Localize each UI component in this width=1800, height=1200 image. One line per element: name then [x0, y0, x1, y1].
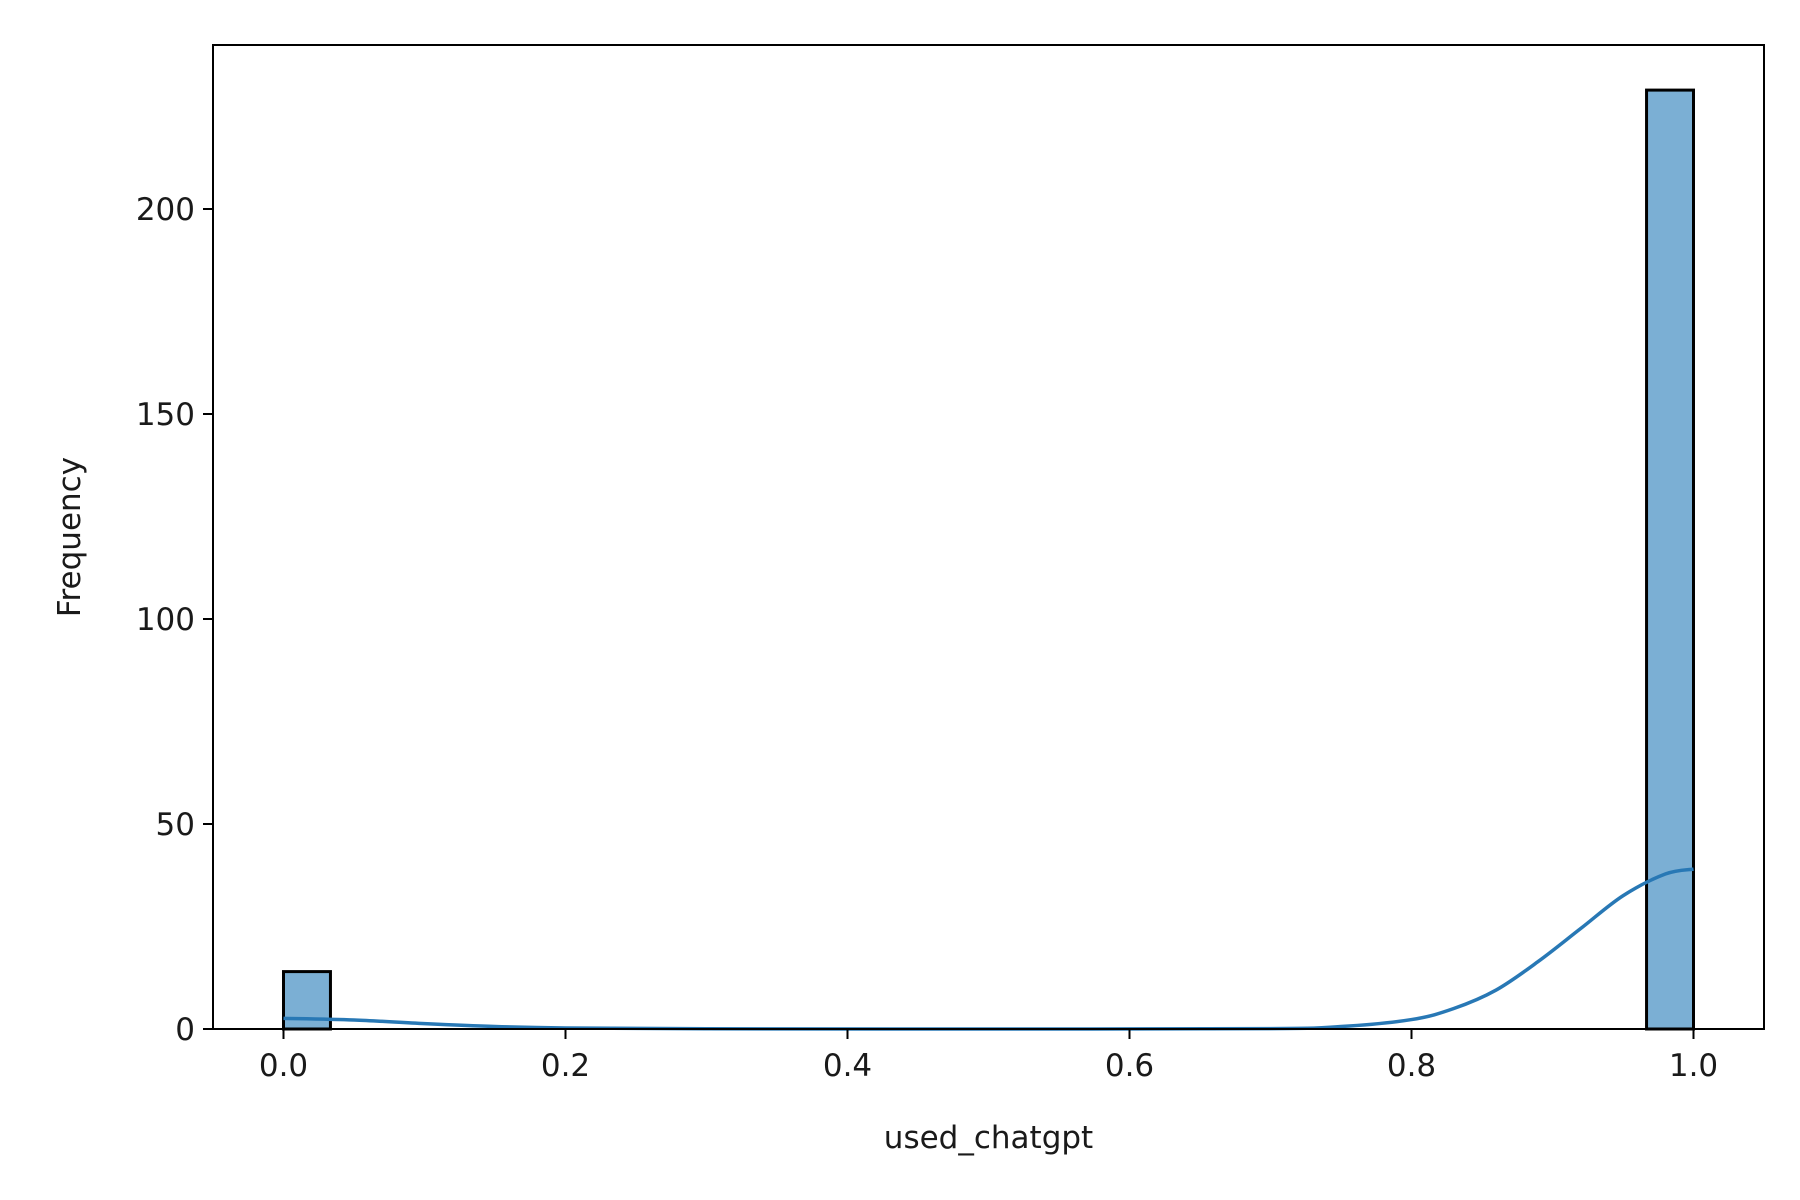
y-axis-ticks: 0 50 100 150 200 — [136, 192, 213, 1048]
x-tick-label: 0.6 — [1105, 1048, 1154, 1084]
x-tick-label: 0.4 — [823, 1048, 872, 1084]
x-axis-ticks: 0.0 0.2 0.4 0.6 0.8 1.0 — [259, 1029, 1718, 1084]
x-tick-label: 1.0 — [1669, 1048, 1718, 1084]
y-tick-label: 200 — [136, 192, 195, 228]
x-axis-label: used_chatgpt — [884, 1120, 1093, 1156]
y-tick-label: 0 — [175, 1012, 195, 1048]
x-tick-label: 0.0 — [259, 1048, 308, 1084]
plot-frame — [212, 44, 1765, 1030]
histogram-bar-1 — [1645, 88, 1695, 1031]
x-tick-label: 0.8 — [1387, 1048, 1436, 1084]
bars-group — [282, 88, 1695, 1031]
kde-line — [283, 867, 1694, 1031]
y-tick-label: 100 — [136, 602, 195, 638]
y-tick-label: 150 — [136, 397, 195, 433]
y-tick-label: 50 — [156, 807, 195, 843]
x-tick-label: 0.2 — [541, 1048, 590, 1084]
y-axis-label: Frequency — [52, 457, 88, 617]
